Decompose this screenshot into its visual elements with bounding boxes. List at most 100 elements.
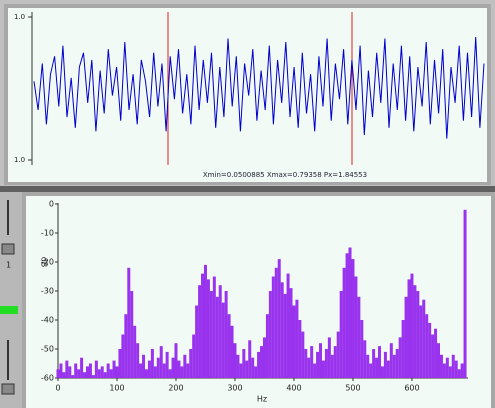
x-tick-label: 500 xyxy=(345,384,360,393)
y-tick-label: 0 xyxy=(49,200,54,209)
spectrum-bar xyxy=(286,273,290,378)
spectrum-bar xyxy=(177,360,181,378)
spectrum-bar xyxy=(230,325,234,378)
spectrum-bar xyxy=(428,322,432,378)
spectrum-bar xyxy=(65,360,69,378)
spectrum-bar xyxy=(59,363,63,378)
spectrum-bar xyxy=(68,366,72,378)
spectrum-bar xyxy=(457,369,461,378)
spectrum-bar xyxy=(375,357,379,378)
y-tick-label: -60 xyxy=(41,374,54,383)
spectrum-bar xyxy=(159,346,163,378)
spectrum-bar xyxy=(118,349,122,378)
spectrum-bar xyxy=(369,363,373,378)
spectrum-bar xyxy=(410,273,414,378)
spectrum-bar xyxy=(336,331,340,378)
spectrum-bar xyxy=(401,320,405,378)
spectrum-bar xyxy=(319,343,323,378)
spectrum-bar xyxy=(398,337,402,378)
spectrum-bar xyxy=(153,366,157,378)
spectrum-bar xyxy=(83,372,87,378)
spectrum-bar xyxy=(439,354,443,378)
spectrum-bar xyxy=(321,360,325,378)
spectrum-bar xyxy=(147,360,151,378)
spectrum-bar xyxy=(445,357,449,378)
spectrum-bar xyxy=(115,366,119,378)
spectrum-bar xyxy=(97,369,101,378)
spectrum-bar xyxy=(460,363,464,378)
spectrum-bar xyxy=(85,366,89,378)
spectrum-bar xyxy=(136,343,140,378)
spectrum-bar xyxy=(106,363,110,378)
spectrum-bar xyxy=(195,305,199,378)
spectrum-bar xyxy=(189,349,193,378)
spectrum-bar xyxy=(289,288,293,378)
spectrum-bar xyxy=(142,354,146,378)
waveform xyxy=(33,36,485,139)
spectrum-bar xyxy=(416,291,420,378)
spectrum-bar xyxy=(383,351,387,378)
spectrum-bar xyxy=(209,291,213,378)
spectrum-bar xyxy=(324,349,328,378)
spectrum-bar xyxy=(265,314,269,378)
spectrum-bar xyxy=(330,354,334,378)
spectrum-bar xyxy=(242,349,246,378)
control-button[interactable] xyxy=(1,243,15,255)
y-tick-label: 1.0 xyxy=(14,13,25,21)
spectrum-bar xyxy=(254,366,258,378)
spectrum-bar xyxy=(301,331,305,378)
spectrum-bar xyxy=(454,360,458,378)
spectrum-bar xyxy=(139,363,143,378)
spectrum-bar xyxy=(77,369,81,378)
spectrum-bar xyxy=(74,363,78,378)
spectrum-bar xyxy=(233,343,237,378)
spectrum-bar xyxy=(327,337,331,378)
spectrum-bar xyxy=(162,363,166,378)
spectrum-bar xyxy=(407,279,411,378)
spectrum-bar xyxy=(366,354,370,378)
spectrum-bar xyxy=(271,276,275,378)
splitter xyxy=(0,186,495,192)
spectrum-bar xyxy=(268,291,272,378)
status-text: Xmin=0.0500885 Xmax=0.79358 Px=1.84553 xyxy=(203,171,367,179)
spectrum-bar xyxy=(91,375,95,378)
spectrum-bar xyxy=(437,343,441,378)
spectrum-bar xyxy=(71,375,75,378)
x-tick-label: 0 xyxy=(55,384,60,393)
spectrum-bar xyxy=(448,366,452,378)
spectrum-bar xyxy=(109,369,113,378)
y-axis-label: dB xyxy=(40,257,49,268)
spectrum-bar xyxy=(239,363,243,378)
spectrum-bar xyxy=(150,349,154,378)
spectrum-bar xyxy=(434,328,438,378)
spectrum-bar xyxy=(345,253,349,378)
level-indicator xyxy=(0,306,18,314)
x-axis-label: Hz xyxy=(257,395,267,404)
spectrum-bar xyxy=(130,291,134,378)
spectrum-bar xyxy=(380,366,384,378)
spectrum-bar xyxy=(133,325,137,378)
spectrum-bar xyxy=(144,369,148,378)
spectrum-bar xyxy=(310,346,314,378)
spectrum-bar xyxy=(363,340,367,378)
spectrum-bar xyxy=(201,273,205,378)
spectrum-bar xyxy=(206,279,210,378)
spectrum-bar xyxy=(165,351,169,378)
spectrum-bar xyxy=(360,320,364,378)
control-button[interactable] xyxy=(1,383,15,395)
spectrum-bar xyxy=(257,351,261,378)
waveform-panel xyxy=(8,8,487,182)
spectrum-bar xyxy=(260,346,264,378)
spectrum-bar xyxy=(431,334,435,378)
spectrum-bar xyxy=(392,354,396,378)
spectrum-bar xyxy=(227,314,231,378)
spectrum-bar xyxy=(103,372,107,378)
spectrum-bar xyxy=(127,267,131,378)
spectrum-bar xyxy=(342,267,346,378)
spectrum-bar xyxy=(192,334,196,378)
spectrum-bar xyxy=(413,285,417,378)
spectrum-bar xyxy=(251,357,255,378)
spectrum-bar xyxy=(298,320,302,378)
